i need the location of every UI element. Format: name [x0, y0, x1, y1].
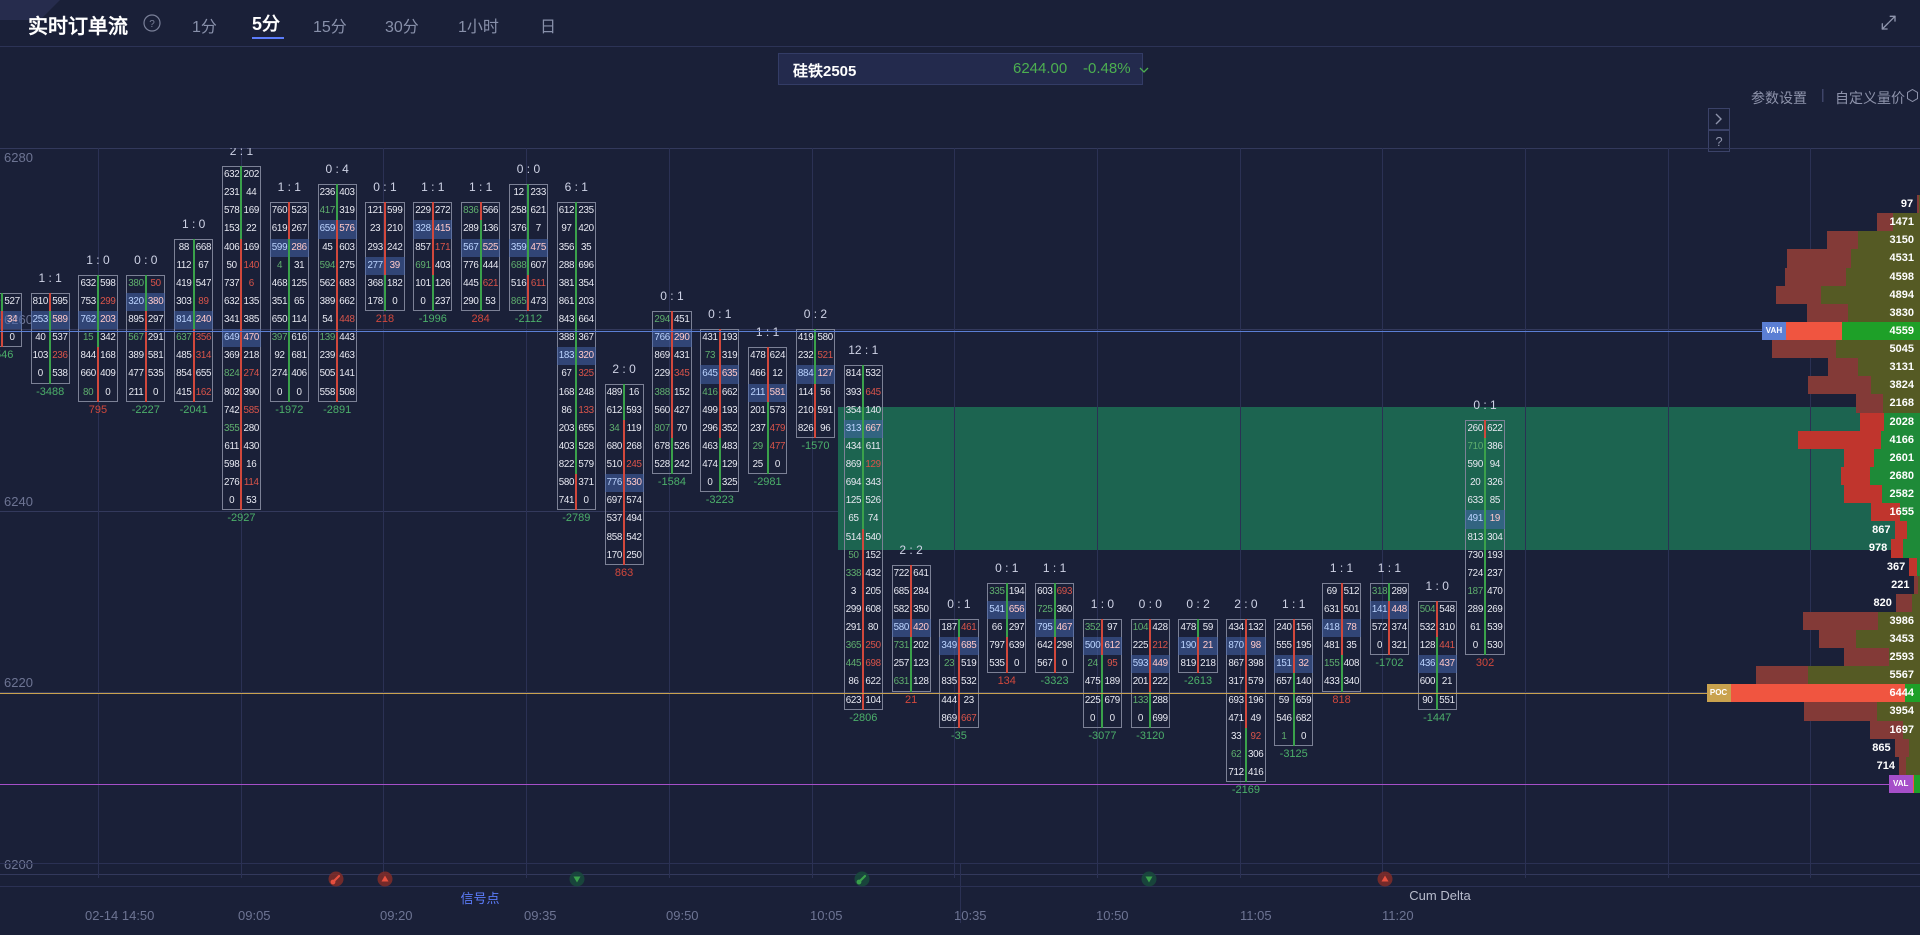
svg-text:?: ?	[149, 19, 155, 30]
